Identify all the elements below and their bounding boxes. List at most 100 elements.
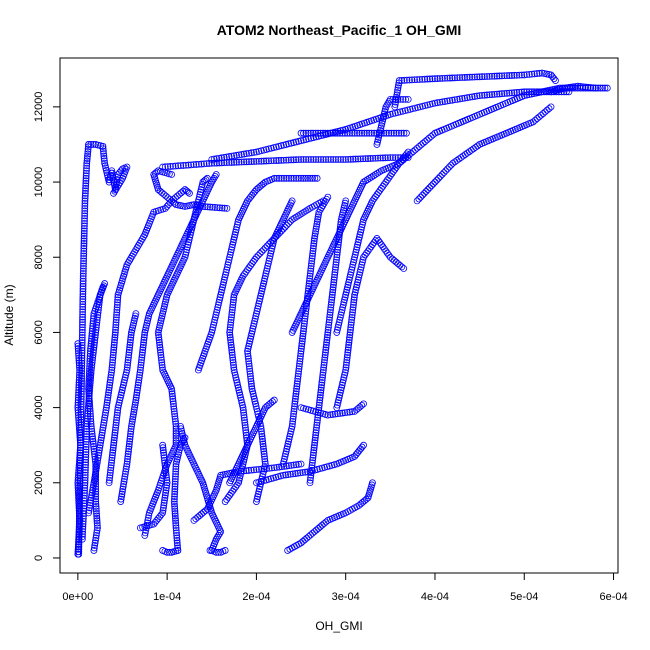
data-point: [414, 104, 422, 111]
data-point: [172, 463, 180, 470]
data-point: [106, 379, 114, 386]
data-point: [90, 341, 98, 349]
data-point: [330, 276, 338, 284]
data-point: [258, 430, 266, 438]
data-point: [170, 407, 178, 415]
data-point: [550, 75, 558, 83]
data-point: [523, 88, 531, 96]
data-point: [317, 389, 325, 396]
data-point: [255, 157, 263, 165]
data-point: [81, 489, 88, 497]
data-point: [350, 293, 358, 301]
data-point: [398, 263, 406, 271]
data-point: [244, 345, 252, 353]
data-point: [122, 468, 130, 475]
data-point: [325, 323, 332, 331]
data-point: [533, 88, 541, 96]
data-point: [113, 416, 120, 424]
data-point: [275, 463, 283, 471]
data-point: [83, 159, 91, 167]
data-point: [78, 341, 86, 349]
data-point: [170, 498, 178, 505]
data-point: [351, 251, 359, 259]
data-point: [131, 403, 139, 411]
data-point: [351, 288, 359, 296]
data-point: [126, 435, 134, 443]
data-point: [230, 293, 238, 301]
data-point: [394, 84, 402, 92]
data-point: [110, 189, 117, 197]
data-point: [218, 154, 226, 162]
data-point: [76, 505, 83, 513]
data-point: [210, 318, 218, 326]
data-point: [347, 323, 355, 331]
data-point: [123, 463, 130, 470]
data-point: [508, 89, 516, 97]
data-point: [319, 374, 326, 381]
data-point: [326, 311, 334, 319]
data-point: [293, 385, 300, 393]
data-point: [107, 466, 114, 474]
data-point: [90, 344, 98, 351]
data-point: [225, 258, 232, 266]
data-point: [436, 98, 444, 106]
data-point: [350, 298, 358, 306]
data-point: [80, 252, 88, 260]
data-point: [250, 148, 258, 156]
data-point: [513, 71, 521, 79]
data-point: [304, 174, 312, 182]
data-point: [97, 436, 105, 444]
data-point: [245, 342, 253, 350]
data-point: [434, 75, 441, 82]
data-point: [419, 102, 426, 110]
data-point: [172, 473, 179, 480]
data-point: [172, 527, 180, 534]
data-point: [268, 245, 276, 252]
data-point: [436, 75, 444, 82]
data-point: [247, 377, 255, 385]
data-point: [240, 409, 248, 417]
data-point: [171, 505, 179, 513]
data-point: [159, 441, 167, 449]
data-point: [83, 164, 90, 172]
data-point: [79, 311, 86, 318]
data-point: [105, 384, 113, 391]
data-point: [365, 129, 373, 137]
data-point: [247, 372, 254, 380]
data-point: [314, 215, 322, 223]
data-point: [307, 267, 314, 275]
data-point: [212, 311, 220, 319]
data-point: [298, 342, 306, 350]
data-point: [79, 275, 87, 282]
data-point: [491, 72, 498, 80]
data-point: [313, 421, 321, 429]
data-point: [307, 262, 315, 270]
data-point: [233, 376, 240, 384]
data-point: [125, 354, 132, 361]
data-point: [338, 381, 346, 389]
data-point: [316, 394, 324, 401]
data-point: [358, 223, 366, 231]
data-point: [226, 326, 234, 334]
data-point: [336, 316, 344, 324]
data-point: [256, 295, 264, 302]
data-point: [541, 108, 549, 116]
data-point: [171, 502, 179, 510]
data-point: [245, 362, 253, 370]
data-point: [83, 167, 90, 175]
data-point: [531, 70, 538, 78]
data-point: [75, 535, 83, 543]
data-point: [225, 256, 233, 264]
data-point: [85, 385, 92, 393]
data-point: [155, 336, 163, 344]
data-point: [240, 411, 248, 419]
data-point: [439, 74, 446, 82]
data-point: [127, 336, 134, 344]
data-point: [322, 156, 330, 163]
data-point: [159, 366, 167, 374]
data-point: [300, 325, 308, 333]
data-point: [291, 400, 299, 408]
data-point: [332, 261, 340, 269]
data-point: [161, 491, 169, 499]
data-point: [294, 469, 302, 477]
